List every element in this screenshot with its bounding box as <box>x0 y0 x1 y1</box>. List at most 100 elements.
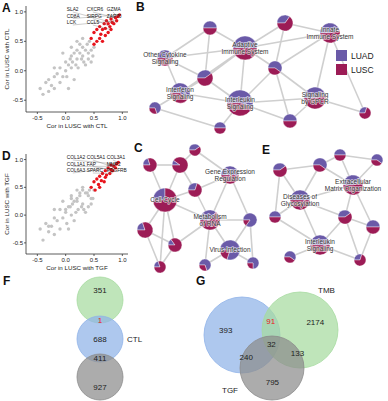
gene-label: SIRPG <box>87 14 102 19</box>
gene-label: COL5A1 <box>87 155 106 160</box>
node-label-line: Signaling <box>227 103 254 111</box>
point <box>75 57 78 60</box>
leader-line <box>73 21 117 25</box>
tick-label: -0.5 <box>13 97 24 103</box>
tick <box>24 70 26 71</box>
panel-letter: E <box>262 143 270 157</box>
gene-label: MMP2 <box>107 162 121 167</box>
node-label: Signalingby GPCR <box>301 91 329 106</box>
gene-label: FAP <box>87 162 96 167</box>
pie-lusc <box>154 261 166 273</box>
panel-letter: A <box>2 1 11 15</box>
point <box>86 43 89 46</box>
point <box>87 51 90 54</box>
point <box>67 227 70 230</box>
tick-label: 1.0 <box>15 9 24 15</box>
gene-label: GZMA <box>107 7 122 12</box>
tick <box>94 254 95 256</box>
gene-label: PDGFRB <box>107 168 127 173</box>
pie-lusc <box>199 265 207 271</box>
node-label-line: Signaling <box>307 245 334 253</box>
panel-letter: B <box>136 0 145 14</box>
tick <box>122 112 123 114</box>
gene-label: COL1A1 <box>67 162 86 167</box>
region-count: 393 <box>219 326 233 335</box>
node-label-line: Matrix Organization <box>325 185 382 193</box>
venn-set <box>77 354 123 400</box>
point <box>98 37 101 40</box>
pie-lusc <box>359 107 371 119</box>
point <box>69 205 72 208</box>
node-label-line: Metabolism <box>193 213 226 220</box>
point <box>71 60 74 63</box>
point <box>74 63 77 66</box>
pie-luad <box>149 102 161 114</box>
point <box>61 51 64 54</box>
point <box>92 180 95 183</box>
set-label: CTL <box>127 335 143 344</box>
network-panel: CCell CycleMetabolismof RNAGene Expressi… <box>134 141 259 273</box>
panel-letter: D <box>2 149 11 163</box>
node-label-line: Signaling <box>167 93 194 101</box>
pie-luad <box>203 21 217 28</box>
point <box>74 211 77 214</box>
point <box>67 63 70 66</box>
node-label: AdaptiveImmune System <box>222 41 269 56</box>
point <box>44 81 47 84</box>
point <box>50 225 53 228</box>
edge <box>155 108 220 128</box>
point <box>76 66 79 69</box>
node-label-line: Signaling <box>152 58 179 66</box>
tick-label: -0.5 <box>32 115 43 121</box>
pie-luad <box>366 220 380 227</box>
point <box>50 84 53 87</box>
region-count: 1 <box>98 316 103 325</box>
point <box>95 40 98 43</box>
point <box>75 40 78 43</box>
panel-letter: F <box>3 274 10 288</box>
axis-label: Cor in LUSC with CTL <box>47 122 108 129</box>
region-count: 91 <box>266 317 275 326</box>
point <box>92 31 95 34</box>
axis-label: Cor in LUSC with CTL <box>3 28 10 89</box>
point <box>104 34 107 37</box>
pie-lusc <box>268 68 281 75</box>
network-panel: EDiseases ofGlycosylationExtracellularMa… <box>262 143 383 266</box>
legend-label: LUAD <box>351 51 374 61</box>
point <box>64 69 67 72</box>
tick-label: -0.5 <box>13 240 24 246</box>
point <box>98 186 101 189</box>
point <box>41 93 44 96</box>
point <box>106 22 109 25</box>
tick-label: -0.5 <box>32 257 43 263</box>
network-panel: BAdaptiveImmune SystemInnateImmune Syste… <box>136 0 374 134</box>
pie-lusc <box>197 73 213 86</box>
point <box>78 43 81 46</box>
gene-label: CXCR6 <box>87 7 104 12</box>
point <box>38 227 41 230</box>
tick <box>24 159 26 160</box>
pie-luad <box>214 122 226 128</box>
edge <box>275 68 290 121</box>
pie-luad <box>243 213 257 227</box>
point <box>53 208 56 211</box>
gene-label: CCL5 <box>87 20 100 25</box>
tick-label: 0.5 <box>15 184 24 190</box>
tick <box>24 11 26 12</box>
region-count: 351 <box>93 286 107 295</box>
tick-label: 0.0 <box>15 68 24 74</box>
pie-lusc <box>172 157 188 173</box>
pie-lusc <box>247 263 253 269</box>
pie-lusc <box>354 254 366 266</box>
tick <box>24 41 26 42</box>
point <box>41 238 44 241</box>
node-label-line: by GPCR <box>301 98 329 106</box>
point <box>75 48 78 51</box>
point <box>53 87 56 90</box>
node-label: Metabolismof RNA <box>193 213 226 227</box>
point <box>88 40 91 43</box>
point <box>53 216 56 219</box>
tick <box>37 254 38 256</box>
tick <box>24 215 26 216</box>
pie-lusc <box>334 155 346 161</box>
